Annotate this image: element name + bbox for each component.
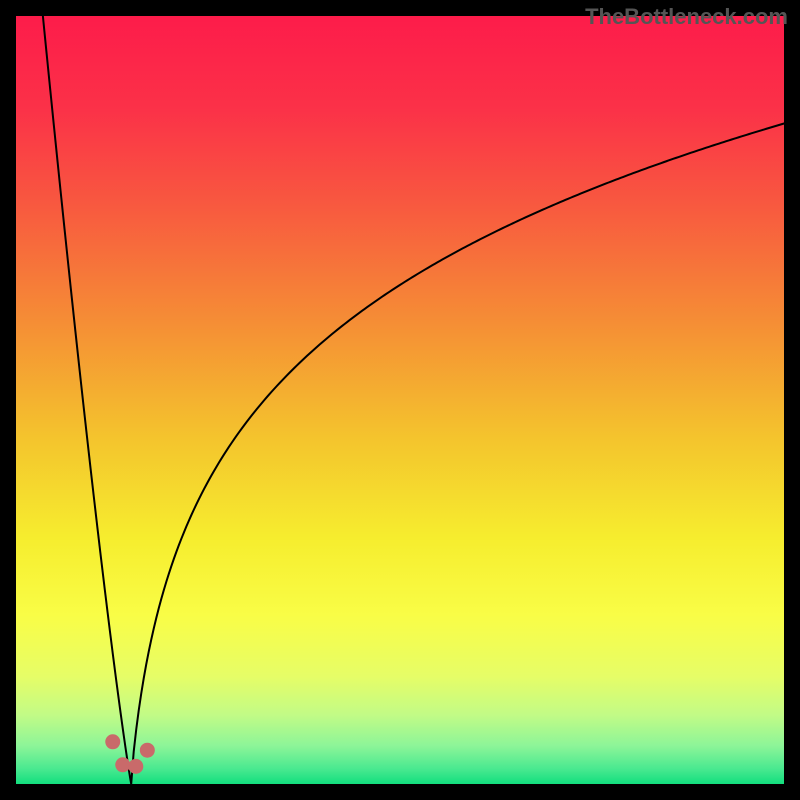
watermark-text: TheBottleneck.com xyxy=(585,4,788,29)
data-marker xyxy=(115,757,130,772)
chart-svg: TheBottleneck.com xyxy=(0,0,800,800)
plot-background xyxy=(16,16,784,784)
data-marker xyxy=(128,759,143,774)
data-marker xyxy=(105,734,120,749)
data-marker xyxy=(140,743,155,758)
chart-container: TheBottleneck.com xyxy=(0,0,800,800)
